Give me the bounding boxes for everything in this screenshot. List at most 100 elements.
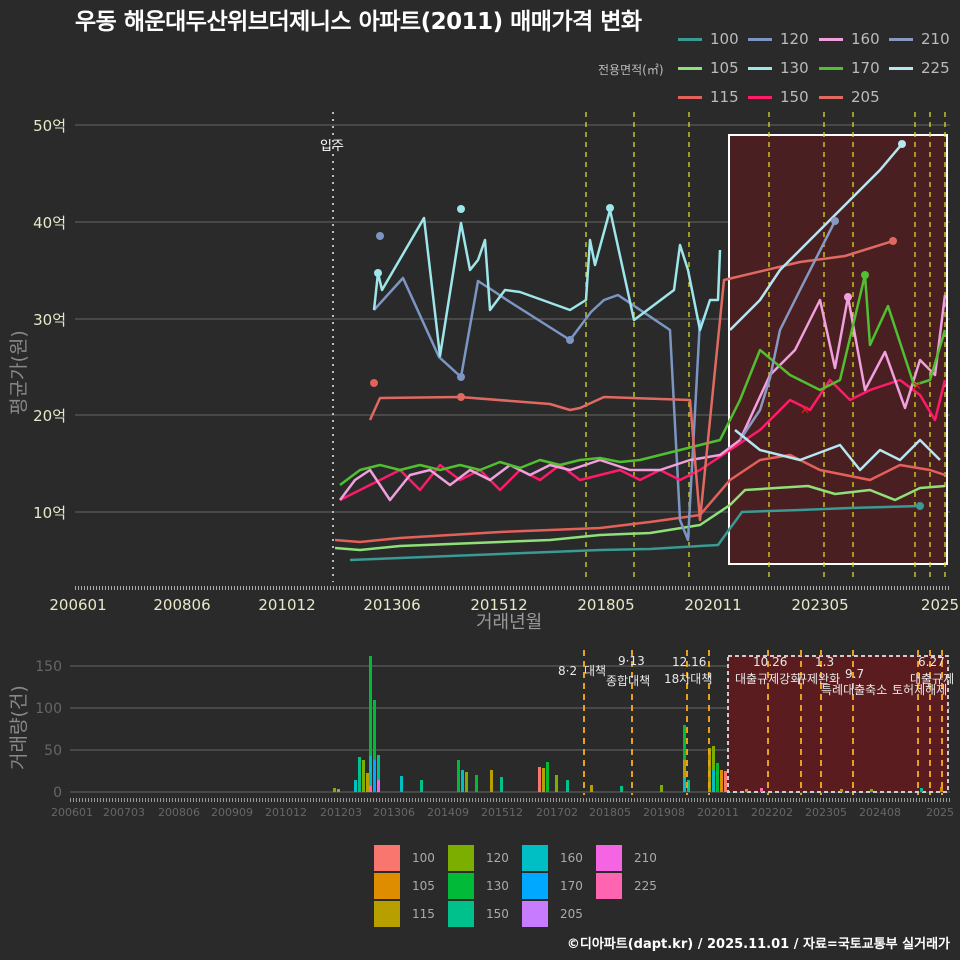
- svg-text:0: 0: [53, 785, 62, 801]
- y-tick-labels: 50억 40억 30억 20억 10억: [33, 117, 66, 522]
- price-x-axis-title: 거래년월: [476, 612, 543, 633]
- legend-item-205: 205: [819, 88, 880, 106]
- legend-title: 전용면적(㎡): [598, 63, 664, 77]
- svg-text:201409: 201409: [427, 806, 469, 819]
- svg-text:202011: 202011: [697, 806, 739, 819]
- legend-item-150: 150: [748, 88, 809, 106]
- series-130: [372, 208, 722, 358]
- price-y-axis-title: 평균가(원): [8, 330, 30, 415]
- volume-recent-box: [727, 655, 949, 793]
- svg-text:200909: 200909: [211, 806, 253, 819]
- legend-line-icon: [819, 37, 843, 41]
- move-in-label: 입주: [320, 139, 344, 154]
- svg-text:12.16: 12.16: [672, 655, 706, 669]
- legend-item-120: 120: [748, 30, 809, 48]
- legend-item-170: 170: [819, 59, 880, 77]
- svg-text:201012: 201012: [258, 596, 315, 614]
- legend-bar-150: 150: [448, 901, 509, 927]
- legend-swatch-icon: [448, 845, 474, 871]
- svg-text:토허제해제: 토허제해제: [892, 683, 947, 697]
- legend-bar-225: 225: [596, 873, 657, 899]
- legend-swatch-icon: [522, 901, 548, 927]
- legend-line-icon: [819, 95, 843, 99]
- series-225-lower: [734, 429, 941, 472]
- legend-line-icon: [889, 37, 913, 41]
- legend-swatch-icon: [374, 873, 400, 899]
- svg-text:규제완화: 규제완화: [796, 672, 840, 686]
- svg-text:202202: 202202: [751, 806, 793, 819]
- legend-swatch-icon: [522, 845, 548, 871]
- svg-text:150: 150: [35, 659, 62, 675]
- legend-line-icon: [889, 66, 913, 70]
- svg-text:200601: 200601: [49, 596, 106, 614]
- x-tick-labels: 200601 200806 201012 201306 201512 201805 20…: [49, 596, 959, 614]
- legend-swatch-icon: [522, 873, 548, 899]
- series-105: [334, 484, 946, 552]
- svg-text:2025: 2025: [926, 806, 954, 819]
- svg-text:9·13: 9·13: [618, 654, 645, 668]
- legend-bar-130: 130: [448, 873, 509, 899]
- legend-item-210: 210: [889, 30, 950, 48]
- svg-text:40억: 40억: [33, 214, 66, 232]
- svg-text:100: 100: [35, 701, 62, 717]
- svg-text:201702: 201702: [536, 806, 578, 819]
- svg-text:200806: 200806: [158, 806, 200, 819]
- legend-bar-170: 170: [522, 873, 583, 899]
- svg-text:202305: 202305: [791, 596, 848, 614]
- legend-line-icon: [678, 95, 702, 99]
- volume-x-labels: 200601 200703 200806 200909 201012 201203 20…: [51, 806, 954, 819]
- policy-annotations: 8·2 대책 9·13 종합대책 12.16 18차대책 10.26 대출규제강…: [558, 654, 954, 697]
- series-115: [334, 453, 946, 544]
- svg-text:201012: 201012: [265, 806, 307, 819]
- legend-swatch-icon: [374, 901, 400, 927]
- legend-swatch-icon: [448, 901, 474, 927]
- legend-bar-205: 205: [522, 901, 583, 927]
- series-160: [339, 294, 947, 502]
- legend-item-160: 160: [819, 30, 880, 48]
- svg-text:특례대출축소: 특례대출축소: [821, 683, 887, 697]
- series-225: [729, 143, 903, 331]
- volume-policy-lines: [583, 650, 943, 795]
- volume-bars: [333, 656, 943, 792]
- legend-bar-105: 105: [374, 873, 435, 899]
- chart-title: 우동 해운대두산위브더제니스 아파트(2011) 매매가격 변화: [75, 9, 642, 35]
- svg-text:18차대책: 18차대책: [664, 671, 712, 686]
- legend-swatch-icon: [596, 873, 622, 899]
- legend-bar-100: 100: [374, 845, 435, 871]
- svg-text:50억: 50억: [33, 117, 66, 135]
- svg-text:201203: 201203: [320, 806, 362, 819]
- svg-text:10.26: 10.26: [753, 655, 787, 669]
- legend-item-100: 100: [678, 30, 739, 48]
- price-points: ✕✕: [370, 140, 924, 510]
- svg-text:201512: 201512: [470, 596, 527, 614]
- svg-text:201908: 201908: [643, 806, 685, 819]
- svg-text:200806: 200806: [153, 596, 210, 614]
- series-100: [349, 504, 921, 562]
- legend-item-105: 105: [678, 59, 739, 77]
- legend-bar-120: 120: [448, 845, 509, 871]
- svg-text:2025: 2025: [921, 596, 959, 614]
- svg-text:201805: 201805: [577, 596, 634, 614]
- svg-text:200601: 200601: [51, 806, 93, 819]
- volume-y-axis-title: 거래량(건): [8, 685, 30, 770]
- volume-chart: 150 100 50 0: [35, 650, 954, 819]
- svg-text:201306: 201306: [363, 596, 420, 614]
- svg-text:50: 50: [44, 743, 62, 759]
- policy-lines: [585, 112, 946, 582]
- legend-line-icon: [748, 66, 772, 70]
- svg-text:종합대책: 종합대책: [606, 673, 650, 688]
- svg-text:201306: 201306: [373, 806, 415, 819]
- svg-text:20억: 20억: [33, 407, 66, 425]
- svg-text:10억: 10억: [33, 504, 66, 522]
- legend-item-115: 115: [678, 88, 739, 106]
- legend-item-130: 130: [748, 59, 809, 77]
- svg-text:201512: 201512: [481, 806, 523, 819]
- legend-line-icon: [748, 37, 772, 41]
- svg-text:9.7: 9.7: [845, 667, 864, 681]
- legend-line-icon: [748, 95, 772, 99]
- svg-text:✕: ✕: [800, 403, 810, 417]
- svg-text:6.27: 6.27: [918, 655, 945, 669]
- svg-text:202305: 202305: [805, 806, 847, 819]
- svg-text:대책: 대책: [584, 663, 606, 678]
